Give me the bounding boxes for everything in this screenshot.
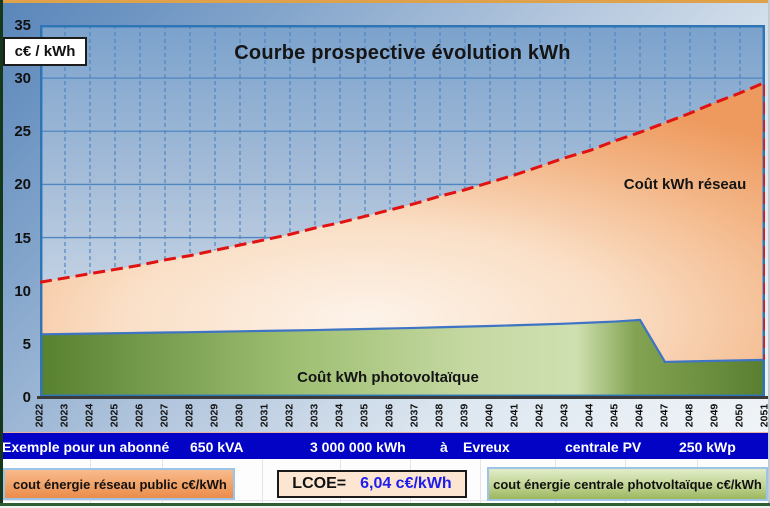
x-tick-label: 2035 bbox=[358, 403, 371, 428]
legend-network-box[interactable]: cout énergie réseau public c€/kWh bbox=[3, 468, 235, 500]
info-kva-value: 650 kVA bbox=[190, 438, 244, 455]
frame-top-border bbox=[0, 0, 770, 3]
network-line bbox=[40, 80, 765, 360]
x-tick-label: 2031 bbox=[258, 403, 271, 428]
x-tick-label: 2029 bbox=[208, 403, 221, 428]
x-tick-label: 2032 bbox=[283, 403, 296, 428]
frame-right-border bbox=[768, 0, 770, 508]
legend-pv-box[interactable]: cout énergie centrale photvoltaïque c€/k… bbox=[487, 467, 768, 501]
frame-left-border bbox=[0, 0, 3, 508]
chart-title: Courbe prospective évolution kWh bbox=[234, 42, 571, 64]
info-kwh-value: 3 000 000 kWh bbox=[310, 438, 406, 455]
chart-canvas[interactable]: Courbe prospective évolution kWh c€ / kW… bbox=[0, 0, 770, 432]
x-tick-label: 2047 bbox=[658, 403, 671, 428]
info-at-label: à bbox=[440, 438, 448, 455]
x-tick-label: 2025 bbox=[108, 403, 121, 428]
x-tick-label: 2038 bbox=[433, 403, 446, 428]
pv-area-fill bbox=[40, 319, 765, 397]
lcoe-value: 6,04 c€/kWh bbox=[360, 475, 452, 492]
lcoe-label: LCOE= bbox=[292, 475, 347, 492]
x-tick-label: 2022 bbox=[33, 403, 46, 428]
x-tick-label: 2027 bbox=[158, 403, 171, 428]
y-tick-label: 20 bbox=[14, 176, 31, 194]
x-tick-label: 2046 bbox=[633, 403, 646, 428]
y-tick-label: 10 bbox=[14, 282, 31, 300]
legend-network-label: cout énergie réseau public c€/kWh bbox=[13, 476, 227, 492]
info-city-value: Evreux bbox=[463, 438, 510, 455]
x-tick-label: 2049 bbox=[708, 403, 721, 428]
y-tick-label: 5 bbox=[22, 335, 31, 353]
info-subscriber-label: Exemple pour un abonné bbox=[2, 438, 170, 455]
info-pv-plant-label: centrale PV bbox=[565, 438, 642, 455]
x-tick-label: 2041 bbox=[508, 403, 521, 428]
x-tick-label: 2030 bbox=[233, 403, 246, 428]
legend-pv-label: cout énergie centrale photvoltaïque c€/k… bbox=[493, 476, 762, 492]
x-tick-label: 2043 bbox=[558, 403, 571, 428]
frame-bottom-pad bbox=[0, 506, 770, 508]
x-tick-label: 2042 bbox=[533, 403, 546, 428]
plot-svg bbox=[40, 25, 765, 397]
series-label-network: Coût kWh réseau bbox=[623, 176, 747, 193]
x-tick-label: 2039 bbox=[458, 403, 471, 428]
info-kwp-value: 250 kWp bbox=[679, 438, 736, 455]
x-tick-label: 2036 bbox=[383, 403, 396, 428]
info-bar[interactable]: Exemple pour un abonné 650 kVA 3 000 000… bbox=[0, 432, 770, 460]
lcoe-box[interactable]: LCOE= 6,04 c€/kWh bbox=[277, 470, 467, 498]
x-tick-label: 2024 bbox=[83, 403, 96, 428]
y-axis-unit-box: c€ / kWh bbox=[3, 37, 87, 66]
x-tick-label: 2026 bbox=[133, 403, 146, 428]
x-tick-label: 2044 bbox=[583, 403, 596, 428]
frame-bottom-border bbox=[0, 503, 770, 506]
x-tick-label: 2028 bbox=[183, 403, 196, 428]
y-tick-label: 25 bbox=[14, 123, 31, 141]
x-axis-line bbox=[37, 396, 768, 399]
plot-area[interactable] bbox=[40, 25, 765, 397]
series-label-photovoltaique: Coût kWh photovoltaïque bbox=[297, 369, 479, 386]
x-tick-label: 2034 bbox=[333, 403, 346, 428]
x-tick-label: 2045 bbox=[608, 403, 621, 428]
x-tick-label: 2033 bbox=[308, 403, 321, 428]
x-tick-label: 2023 bbox=[58, 403, 71, 428]
pv-line bbox=[40, 318, 765, 364]
y-tick-label: 30 bbox=[14, 70, 31, 88]
x-tick-label: 2050 bbox=[733, 403, 746, 428]
x-tick-label: 2040 bbox=[483, 403, 496, 428]
y-tick-label: 35 bbox=[14, 17, 31, 34]
y-tick-label: 0 bbox=[22, 389, 31, 406]
x-tick-label: 2048 bbox=[683, 403, 696, 428]
y-tick-label: 15 bbox=[14, 229, 31, 247]
x-tick-label: 2037 bbox=[408, 403, 421, 428]
